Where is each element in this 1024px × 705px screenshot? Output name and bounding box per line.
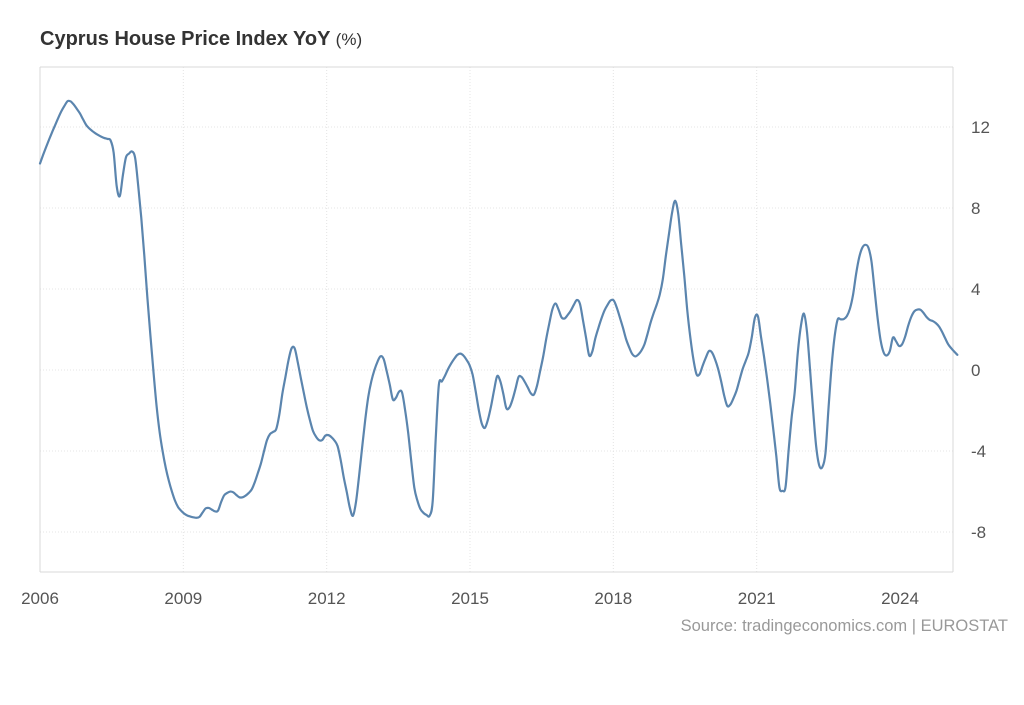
svg-text:2015: 2015 bbox=[451, 589, 489, 608]
svg-text:12: 12 bbox=[971, 118, 990, 137]
svg-text:2024: 2024 bbox=[881, 589, 919, 608]
svg-text:2018: 2018 bbox=[594, 589, 632, 608]
svg-text:2012: 2012 bbox=[308, 589, 346, 608]
svg-text:-8: -8 bbox=[971, 523, 986, 542]
svg-text:2006: 2006 bbox=[21, 589, 59, 608]
svg-text:8: 8 bbox=[971, 199, 980, 218]
svg-text:2021: 2021 bbox=[738, 589, 776, 608]
svg-text:-4: -4 bbox=[971, 442, 986, 461]
svg-text:0: 0 bbox=[971, 361, 980, 380]
svg-text:2009: 2009 bbox=[164, 589, 202, 608]
svg-text:4: 4 bbox=[971, 280, 980, 299]
